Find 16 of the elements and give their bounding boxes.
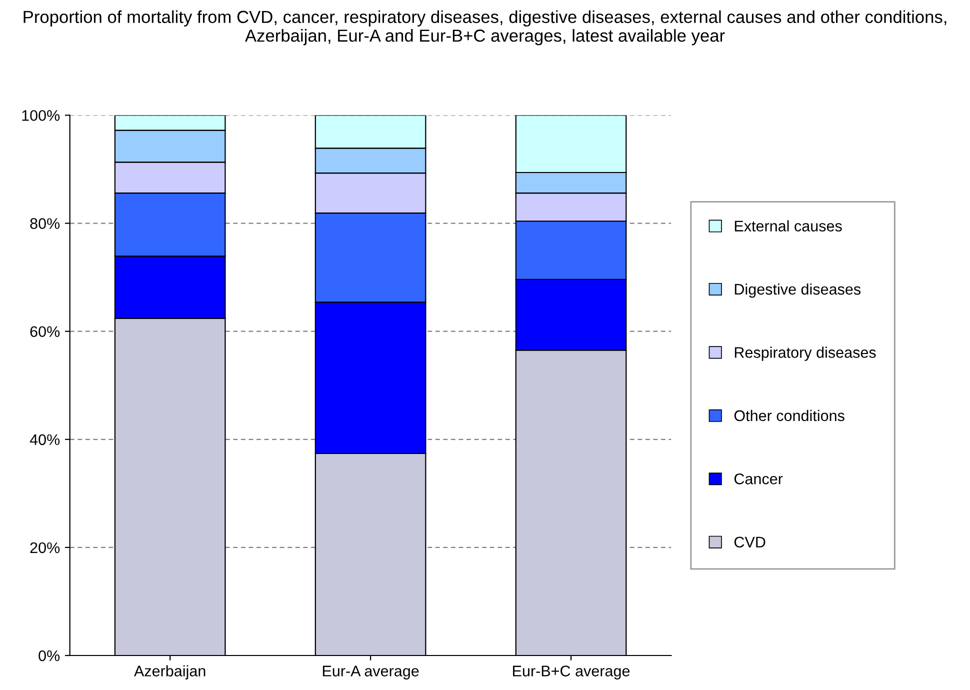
y-tick-label: 60% [30,326,60,338]
y-tick-label: 100% [22,110,60,121]
x-tick-label: Azerbaijan [134,665,206,680]
legend-label: Other conditions [734,410,844,422]
legend-label: Cancer [734,474,783,484]
legend-label: Digestive diseases [734,283,861,298]
legend-label: External causes [734,220,842,232]
legend-label: Respiratory diseases [734,346,876,361]
x-tick-label: Eur-A average [322,666,419,680]
x-tick-label: Eur-B+C average [513,666,630,680]
y-tick-label: 80% [30,218,60,229]
y-tick-label: 40% [30,434,60,446]
y-tick-label: 0% [38,650,60,662]
y-tick-label: 20% [30,542,60,554]
chart-title: Proportion of mortality from CVD, cancer, respiratory diseases, digestive diseases, external causes and other conditions, Azerbaijan, Eur-A and Eur-B+C averages, latest available year [24,10,946,46]
legend-label: CVD [734,536,766,548]
